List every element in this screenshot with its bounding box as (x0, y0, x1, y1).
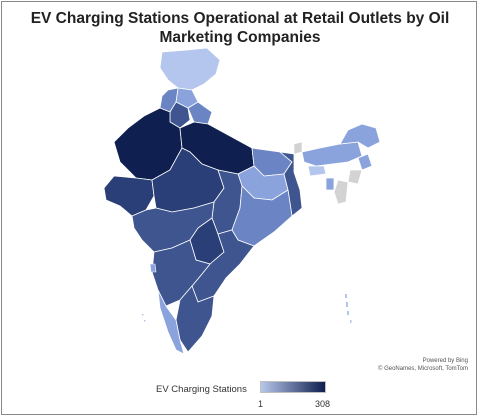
region-kerala (157, 289, 185, 355)
region-assam (301, 141, 363, 167)
region-arunachal-pradesh (339, 123, 381, 149)
region-odisha (231, 185, 293, 247)
region-uttarakhand (187, 101, 213, 125)
legend-min-label: 1 (258, 399, 264, 409)
region-goa (149, 263, 157, 273)
attribution-sources: © GeoNames, Microsoft, TomTom (378, 366, 468, 372)
lakshadweep-islands (142, 314, 146, 322)
legend-gradient-bar (260, 381, 326, 393)
region-karnataka (151, 239, 211, 307)
region-meghalaya (307, 165, 327, 177)
andaman-nicobar-islands (345, 294, 352, 323)
legend-max-label: 308 (315, 399, 331, 409)
region-west-bengal (278, 151, 303, 217)
legend-title: EV Charging Stations (156, 384, 247, 395)
region-jammu-kashmir (159, 47, 221, 91)
region-sikkim (293, 141, 303, 155)
region-nagaland (357, 153, 373, 171)
map-title: EV Charging Stations Operational at Reta… (30, 10, 450, 46)
region-tripura (325, 177, 335, 191)
region-mizoram (333, 179, 349, 205)
region-manipur (347, 169, 363, 185)
attribution-powered-by: Powered by Bing (422, 358, 468, 364)
map-attribution: Powered by Bing © GeoNames, Microsoft, T… (378, 357, 468, 373)
